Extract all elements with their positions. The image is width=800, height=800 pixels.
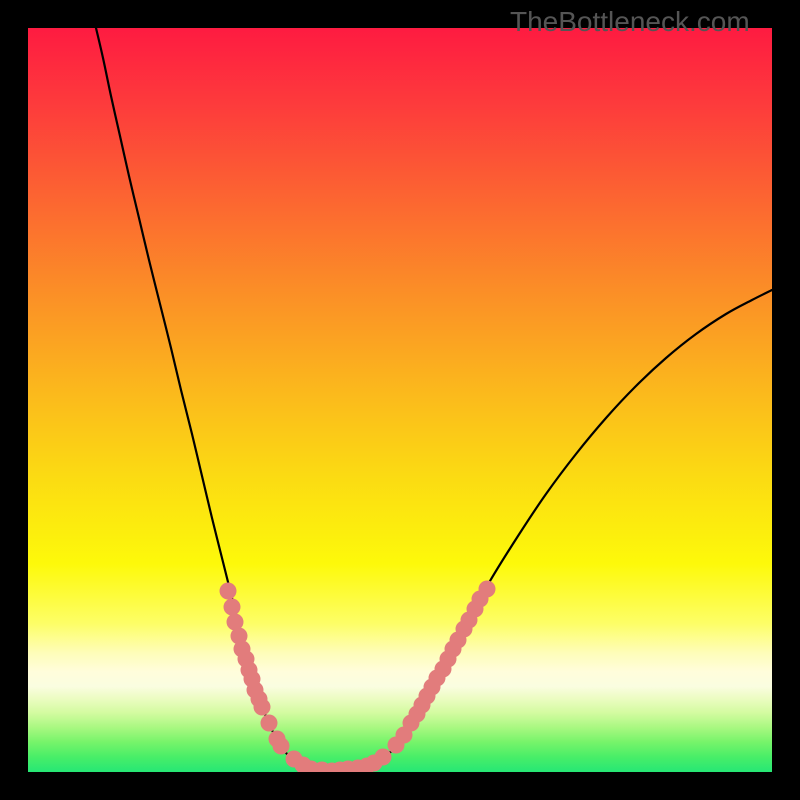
plot-area [28,28,772,772]
data-marker [224,599,241,616]
data-marker [254,699,271,716]
chart-canvas: TheBottleneck.com [0,0,800,800]
data-marker [261,715,278,732]
gradient-background [28,28,772,772]
data-marker [375,749,392,766]
data-marker [220,583,237,600]
data-marker [479,581,496,598]
watermark-text: TheBottleneck.com [510,6,750,38]
data-marker [273,738,290,755]
